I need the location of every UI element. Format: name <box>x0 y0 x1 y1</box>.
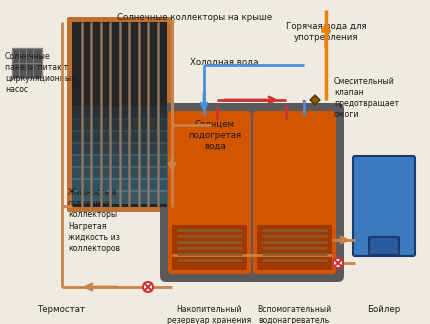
Text: Термостат: Термостат <box>38 305 86 314</box>
Bar <box>72 106 167 120</box>
Bar <box>257 225 332 270</box>
Text: Солнцем
подогретая
вода: Солнцем подогретая вода <box>188 120 242 151</box>
Bar <box>72 178 167 192</box>
FancyBboxPatch shape <box>353 156 415 256</box>
Bar <box>72 106 167 207</box>
FancyBboxPatch shape <box>369 237 399 255</box>
Bar <box>72 142 167 156</box>
Bar <box>72 118 167 132</box>
FancyBboxPatch shape <box>253 111 336 274</box>
FancyBboxPatch shape <box>168 111 251 274</box>
Circle shape <box>333 258 343 268</box>
Text: Солнечные
панели питают
циркуляционный
насос: Солнечные панели питают циркуляционный н… <box>5 52 76 94</box>
Bar <box>72 154 167 168</box>
Bar <box>72 166 167 180</box>
FancyBboxPatch shape <box>160 103 259 282</box>
Text: Смесительный
клапан
предотвращает
ожоги: Смесительный клапан предотвращает ожоги <box>334 77 399 119</box>
FancyBboxPatch shape <box>67 17 172 212</box>
Bar <box>72 130 167 144</box>
Text: Жидкость в
солнечные
коллекторы: Жидкость в солнечные коллекторы <box>68 188 117 219</box>
FancyBboxPatch shape <box>12 48 42 78</box>
Text: Нагретая
жидкость из
коллекторов: Нагретая жидкость из коллекторов <box>68 222 120 253</box>
Bar <box>172 225 247 270</box>
Text: Вспомогательный
водонагреватель: Вспомогательный водонагреватель <box>257 305 331 324</box>
Text: Накопительный
резервуар хранения: Накопительный резервуар хранения <box>167 305 251 324</box>
Text: Бойлер: Бойлер <box>367 305 401 314</box>
Bar <box>72 190 167 204</box>
Text: Солнечные коллекторы на крыше: Солнечные коллекторы на крыше <box>117 13 273 22</box>
Circle shape <box>143 282 153 292</box>
FancyBboxPatch shape <box>245 103 344 282</box>
Text: Горячая вода для
употребления: Горячая вода для употребления <box>286 22 366 42</box>
Text: Холодная вода: Холодная вода <box>190 57 258 66</box>
Bar <box>72 22 167 207</box>
Polygon shape <box>310 95 320 105</box>
